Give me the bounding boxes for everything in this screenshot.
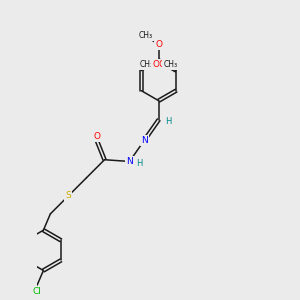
- Text: H: H: [136, 159, 142, 168]
- Text: S: S: [65, 191, 71, 200]
- Text: CH₃: CH₃: [138, 31, 152, 40]
- Text: Cl: Cl: [33, 287, 42, 296]
- Text: O: O: [158, 60, 165, 69]
- Text: N: N: [126, 157, 133, 166]
- Text: H: H: [165, 117, 172, 126]
- Text: N: N: [141, 136, 148, 145]
- Text: O: O: [93, 132, 100, 141]
- Text: O: O: [152, 60, 159, 69]
- Text: O: O: [155, 40, 162, 49]
- Text: CH₃: CH₃: [163, 60, 178, 69]
- Text: CH₃: CH₃: [140, 60, 154, 69]
